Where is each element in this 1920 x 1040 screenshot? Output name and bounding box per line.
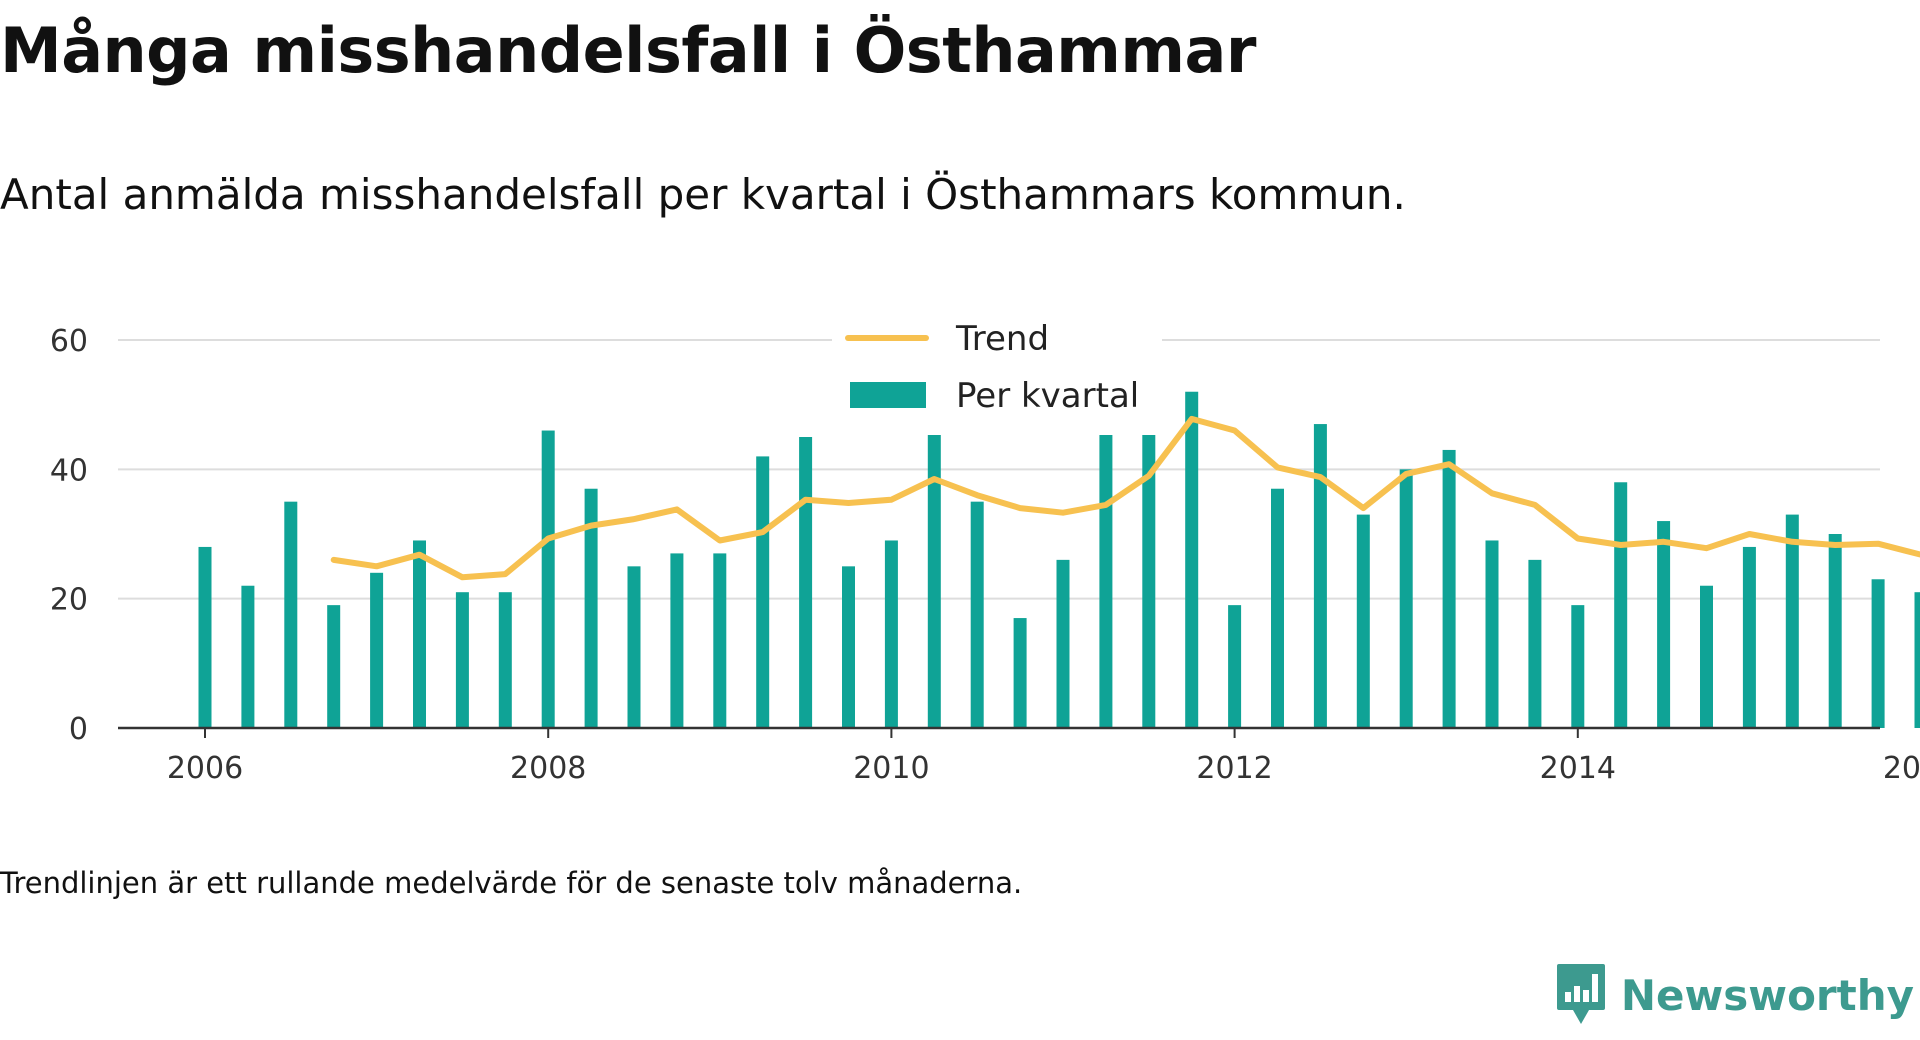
x-tick-label: 2014 <box>1540 751 1616 786</box>
bar <box>1571 605 1585 728</box>
y-tick-label: 0 <box>69 712 88 747</box>
bar <box>498 592 512 728</box>
bar <box>1614 482 1628 728</box>
bar <box>584 488 598 728</box>
bar <box>1785 514 1799 728</box>
bar <box>1700 585 1713 728</box>
x-tick-label: 2012 <box>1196 751 1272 786</box>
bar <box>927 372 941 728</box>
bar <box>198 546 212 728</box>
chart-subtitle: Antal anmälda misshandelsfall per kvarta… <box>0 170 1406 219</box>
bar <box>1742 546 1756 728</box>
legend-bar-swatch <box>850 382 926 408</box>
x-tick-label: 2008 <box>510 751 586 786</box>
bar <box>370 572 384 728</box>
bar <box>1271 488 1284 728</box>
bar <box>1313 424 1327 728</box>
bar <box>413 540 426 728</box>
y-tick-label: 60 <box>50 324 88 359</box>
x-tick-label: 2006 <box>167 751 243 786</box>
bar <box>1356 514 1370 728</box>
axes: 0204060200620082010201220142016201820202… <box>50 324 1920 786</box>
y-tick-label: 20 <box>50 583 88 618</box>
chart-title: Många misshandelsfall i Östhammar <box>0 14 1256 87</box>
bar <box>1657 521 1671 728</box>
bar <box>670 553 684 728</box>
bar <box>1485 540 1499 728</box>
bar <box>884 540 898 728</box>
bar <box>1442 449 1456 728</box>
legend-bar-label: Per kvartal <box>956 376 1139 416</box>
brand-logo: Newsworthy <box>1555 950 1914 1040</box>
bar <box>756 456 770 728</box>
newsworthy-logo-icon <box>1556 964 1605 1024</box>
bar <box>970 501 984 728</box>
bar <box>1228 605 1242 728</box>
brand-name: Newsworthy <box>1620 970 1914 1020</box>
bar-line-chart: 0204060200620082010201220142016201820202… <box>50 315 1920 786</box>
legend-trend-label: Trend <box>955 319 1049 359</box>
bar <box>713 553 727 728</box>
legend: Trend Per kvartal <box>832 315 1162 435</box>
bar <box>1013 618 1027 728</box>
bar <box>627 566 641 728</box>
bar <box>327 605 341 728</box>
bar <box>1871 579 1885 728</box>
bar-series <box>198 340 1920 728</box>
bar <box>842 566 855 728</box>
bar <box>1099 340 1113 728</box>
bar <box>1528 559 1542 728</box>
bar <box>541 430 555 728</box>
y-tick-label: 40 <box>50 453 88 488</box>
bar <box>1056 559 1070 728</box>
bar <box>241 585 255 728</box>
bar <box>1914 592 1920 728</box>
trend-line <box>330 415 1920 581</box>
bar <box>1399 469 1413 728</box>
bar <box>1828 534 1842 728</box>
bar <box>1185 391 1199 728</box>
x-tick-label: 2016 <box>1883 751 1920 786</box>
x-tick-label: 2010 <box>853 751 929 786</box>
trend-series <box>330 415 1920 581</box>
footnote: Trendlinjen är ett rullande medelvärde f… <box>0 866 1023 900</box>
bar <box>284 501 298 728</box>
bar <box>455 592 469 728</box>
bar <box>1142 385 1156 728</box>
bar <box>799 437 813 728</box>
